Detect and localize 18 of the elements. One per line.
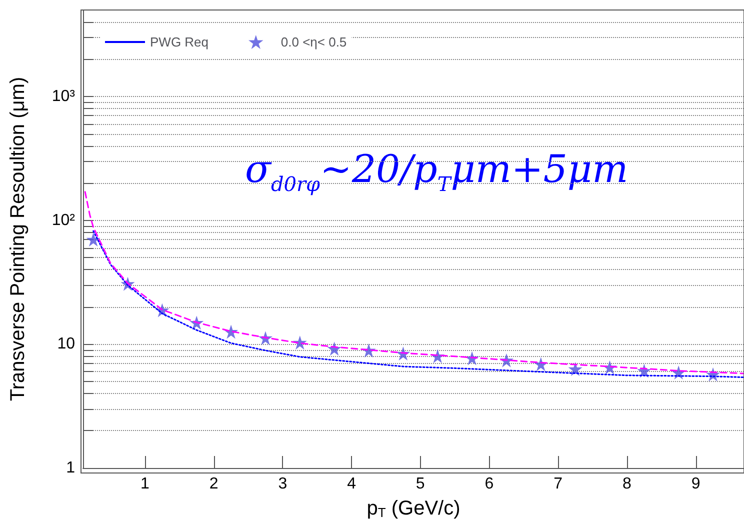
y-tick-label: 10³ — [52, 88, 76, 106]
y-tick-label: 10 — [57, 336, 76, 353]
x-tick-label: 8 — [622, 476, 632, 492]
x-axis-title: pT (GeV/c) — [366, 498, 460, 520]
y-tick-label: 1 — [66, 460, 76, 476]
y-tick-label: 10² — [52, 212, 76, 229]
y-axis-title: Transverse Pointing Resoultion (μm) — [7, 76, 29, 402]
legend-label: PWG Req — [150, 34, 209, 50]
x-tick-label: 7 — [554, 476, 563, 492]
x-tick-label: 4 — [347, 476, 356, 492]
x-tick-label: 3 — [278, 476, 288, 492]
x-tick-label: 1 — [140, 476, 150, 492]
x-tick-label: 2 — [209, 476, 218, 492]
legend-label: 0.0 <η< 0.5 — [280, 34, 347, 50]
point — [86, 232, 100, 247]
x-tick-label: 9 — [691, 476, 700, 492]
x-tick-label: 6 — [484, 476, 494, 492]
x-tick-label: 5 — [416, 476, 425, 492]
